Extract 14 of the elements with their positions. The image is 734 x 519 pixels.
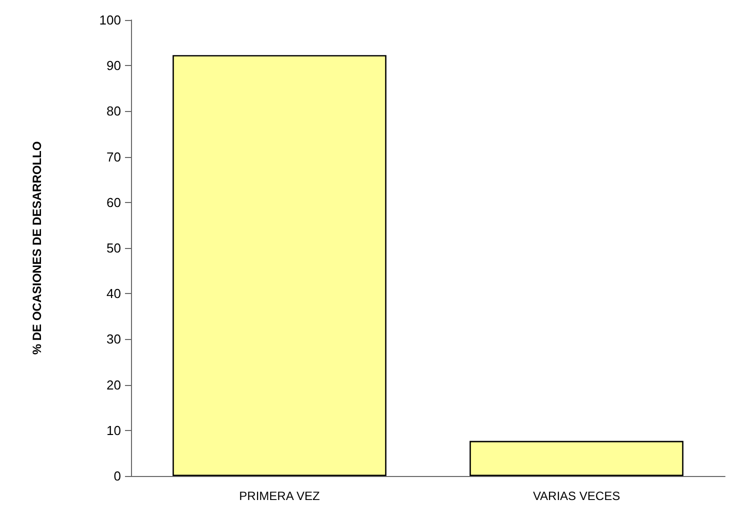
x-tick-label: VARIAS VECES [532, 489, 620, 503]
y-tick-label: 40 [106, 286, 121, 302]
y-tick-label: 60 [106, 194, 121, 210]
x-tick-label: PRIMERA VEZ [239, 489, 320, 503]
y-tick-label: 30 [106, 332, 121, 347]
y-tick-label: 90 [106, 58, 121, 74]
y-axis-title: % DE OCASIONES DE DESARROLLO [30, 141, 44, 355]
y-tick-label: 70 [106, 149, 121, 164]
y-tick-label: 10 [106, 422, 121, 438]
y-tick-label: 0 [114, 468, 121, 484]
y-tick-label: 20 [106, 377, 121, 392]
y-tick-label: 100 [99, 12, 121, 28]
y-tick-label: 50 [106, 240, 121, 256]
y-tick-label: 80 [106, 104, 121, 119]
